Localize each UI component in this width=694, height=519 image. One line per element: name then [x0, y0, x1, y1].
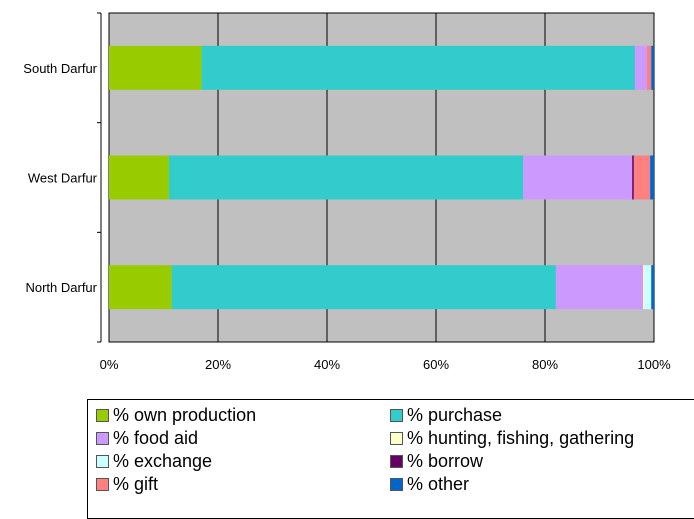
x-tick-label: 60%	[423, 357, 449, 372]
x-tick-label: 20%	[205, 357, 231, 372]
x-tick-label: 80%	[532, 357, 558, 372]
x-tick-label: 40%	[314, 357, 340, 372]
legend-label: % other	[407, 473, 470, 494]
legend-label: % borrow	[407, 450, 484, 471]
bar-segment	[651, 45, 654, 90]
bar-segment	[523, 155, 633, 200]
bar-segment	[633, 155, 651, 200]
bar-segment	[109, 45, 202, 90]
legend-swatch	[390, 477, 403, 491]
bar-segment	[109, 265, 172, 310]
legend-item: % borrow	[390, 450, 483, 472]
legend-swatch	[96, 408, 109, 422]
legend-item: % purchase	[390, 404, 502, 426]
bar-segment	[650, 155, 654, 200]
category-label: West Darfur	[28, 171, 98, 186]
legend-label: % exchange	[113, 450, 213, 471]
bar-segment	[644, 265, 652, 310]
bar-segment	[643, 265, 645, 310]
category-label: North Darfur	[25, 280, 97, 295]
x-tick-label: 0%	[100, 357, 119, 372]
bar-segment	[651, 265, 654, 310]
legend-item: % gift	[96, 473, 158, 495]
legend-swatch	[390, 431, 403, 445]
legend-swatch	[96, 477, 109, 491]
legend-swatch	[390, 454, 403, 468]
bar-segment	[171, 265, 556, 310]
legend: % own production % purchase % food aid % hu…	[87, 399, 694, 519]
legend-item: % own production	[96, 404, 256, 426]
bar-segment	[555, 265, 644, 310]
bar-segment	[632, 155, 634, 200]
legend-item: % other	[390, 473, 469, 495]
legend-label: % hunting, fishing, gathering	[407, 427, 635, 448]
bar-segment	[634, 45, 647, 90]
chart: South Darfur West Darfur North Darfur 0% 20%…	[23, 12, 671, 372]
bar-segment	[646, 45, 652, 90]
legend-swatch	[96, 431, 109, 445]
legend-item: % food aid	[96, 427, 198, 449]
legend-label: % food aid	[113, 427, 199, 448]
legend-item: % hunting, fishing, gathering	[390, 427, 634, 449]
category-label: South Darfur	[23, 61, 97, 76]
legend-label: % purchase	[407, 404, 503, 425]
bar-segment	[201, 45, 635, 90]
legend-swatch	[390, 408, 403, 422]
x-tick-label: 100%	[637, 357, 671, 372]
legend-label: % gift	[113, 473, 159, 494]
legend-label: % own production	[113, 404, 257, 425]
bar-segment	[109, 155, 169, 200]
legend-item: % exchange	[96, 450, 212, 472]
bar-segment	[168, 155, 524, 200]
legend-swatch	[96, 454, 109, 468]
